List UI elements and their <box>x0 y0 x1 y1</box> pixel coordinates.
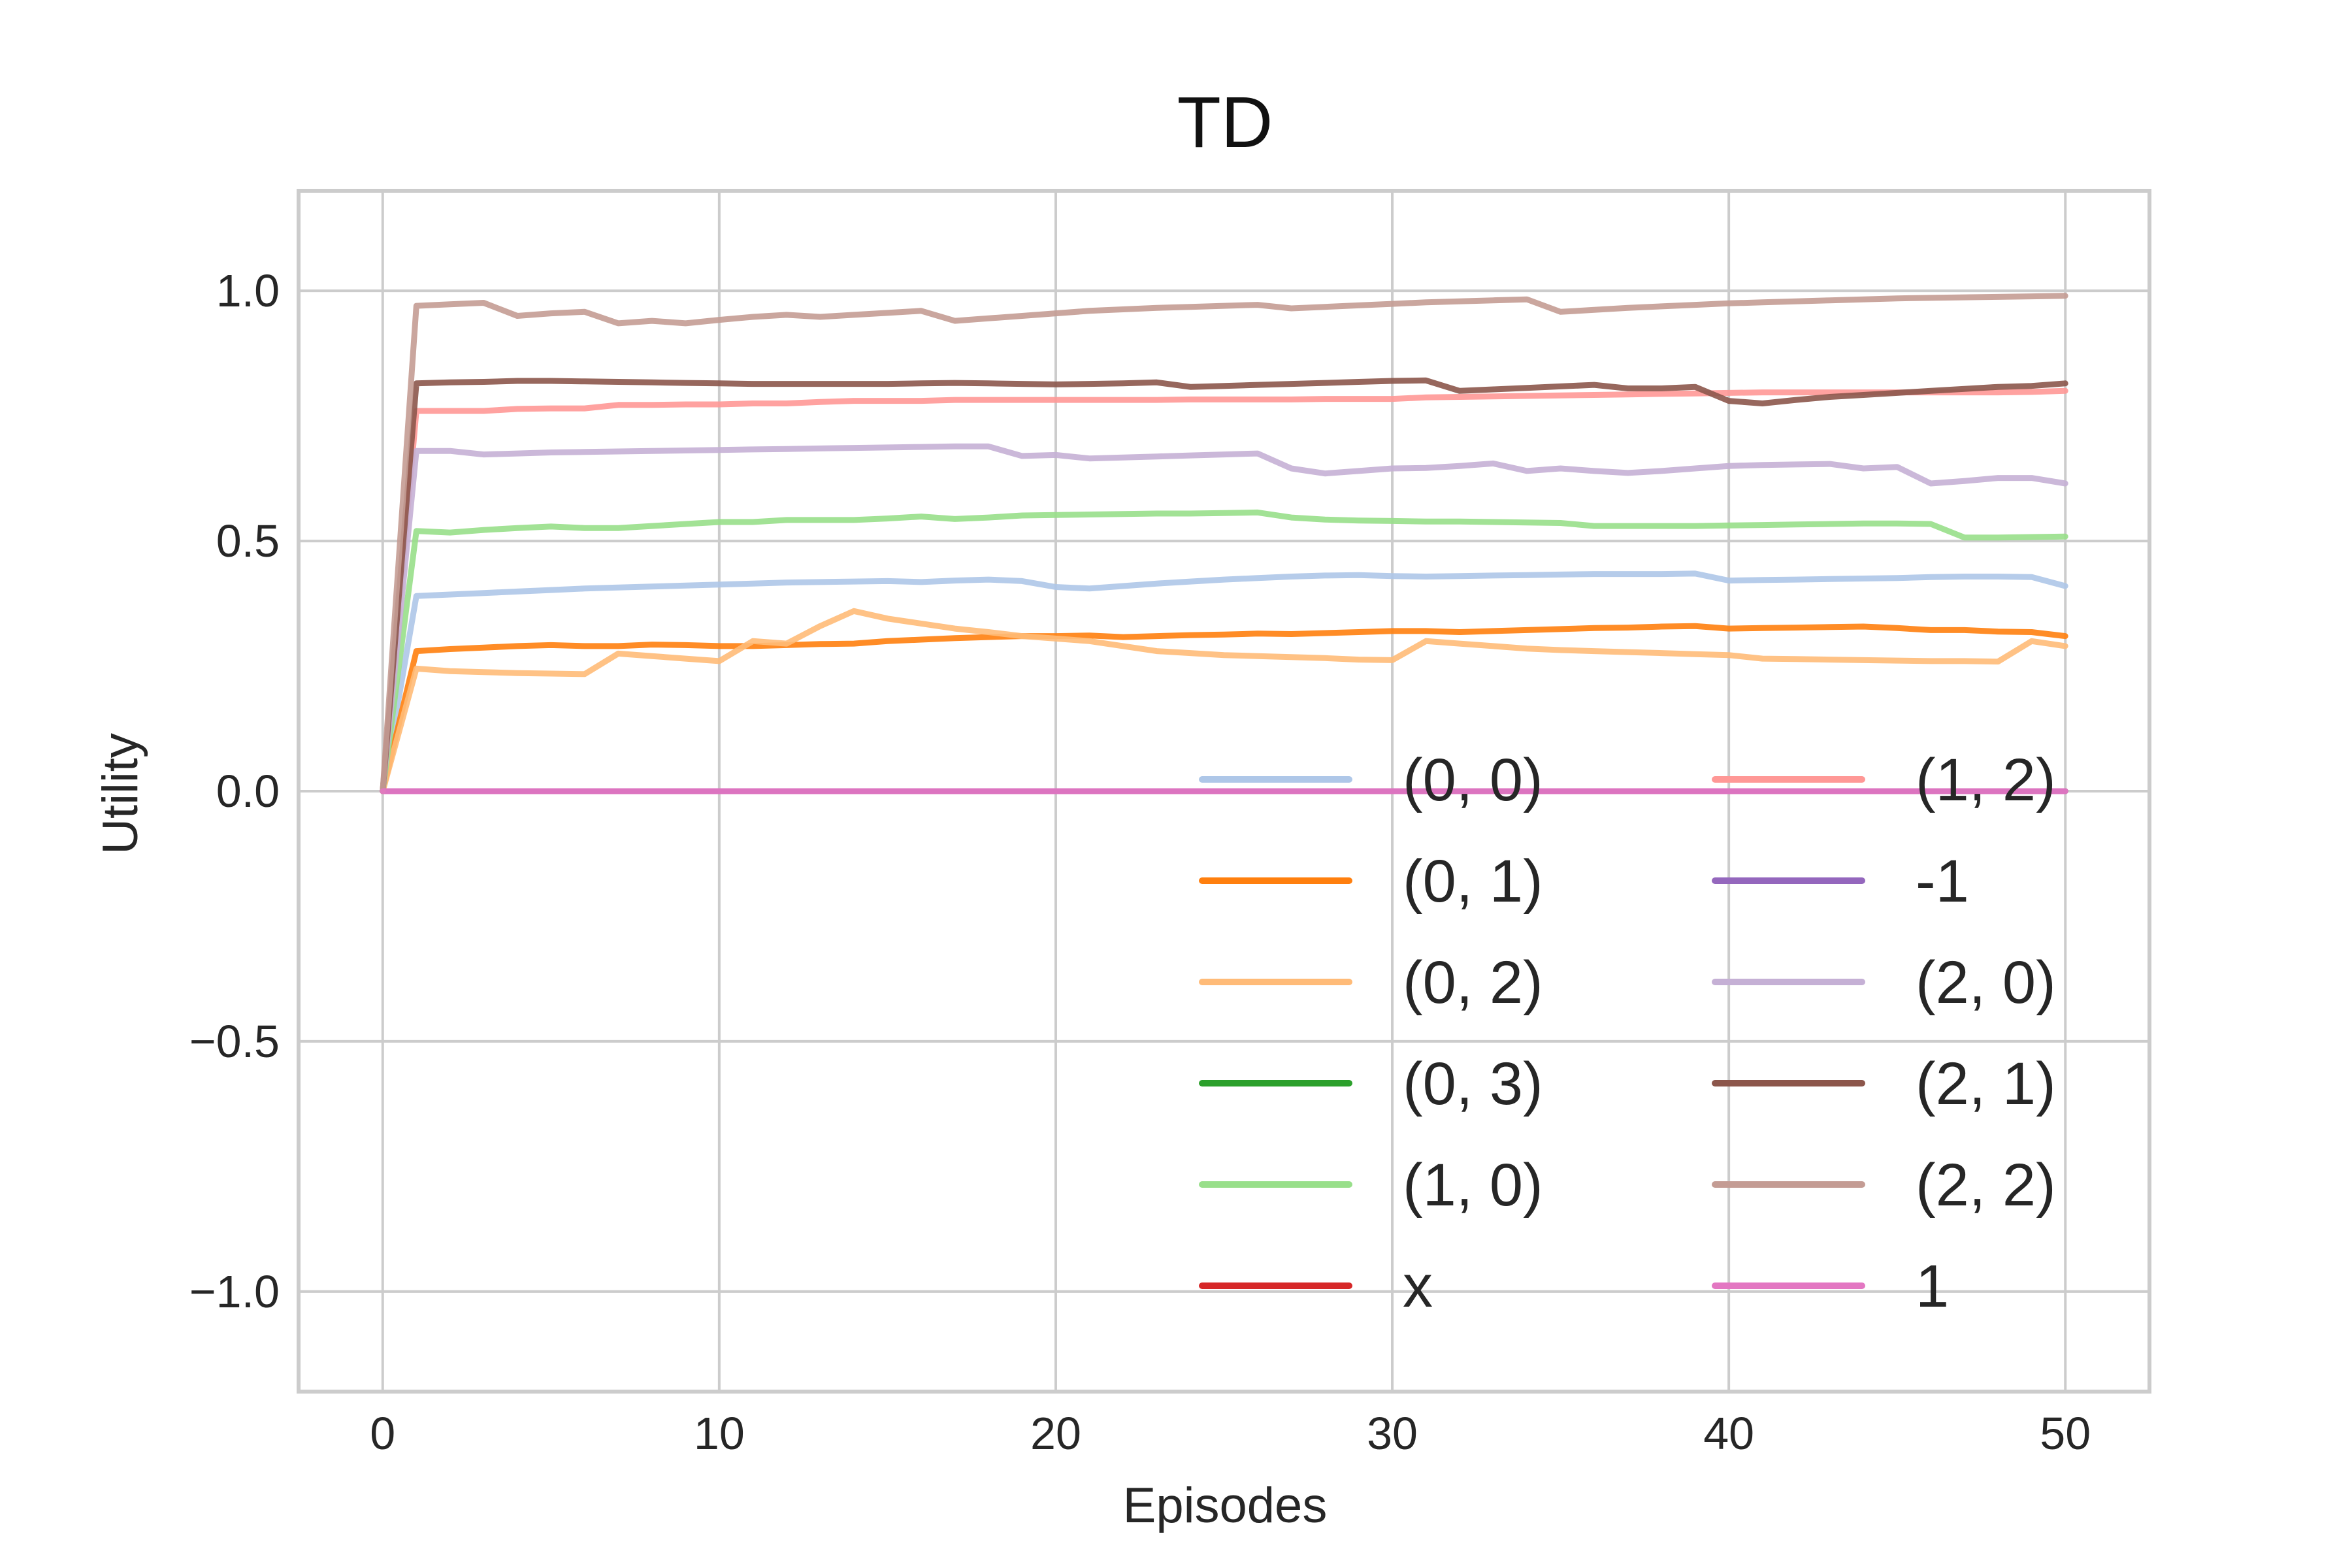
legend-label: (0, 3) <box>1403 1051 1543 1117</box>
series-lines <box>380 293 2068 794</box>
y-tick-label: 0.5 <box>216 515 280 566</box>
x-tick-label: 10 <box>694 1408 745 1459</box>
x-axis-label: Episodes <box>1123 1478 1328 1533</box>
legend: (0, 0) (0, 1) (0, 2) (0, 3) (1, 0) x (1, 2) -1 (… <box>1199 747 2056 1320</box>
series-line <box>380 509 2068 794</box>
y-axis-label: Utility <box>93 733 148 855</box>
legend-label: (0, 2) <box>1403 949 1543 1016</box>
plot-frame <box>297 189 2151 1394</box>
x-tick-label: 20 <box>1030 1408 1081 1459</box>
y-tick-label: 1.0 <box>216 265 280 316</box>
legend-label: 1 <box>1916 1253 1949 1320</box>
legend-label: (0, 1) <box>1403 848 1543 915</box>
y-tick-label: 0.0 <box>216 766 280 817</box>
x-tick-label: 50 <box>2040 1408 2091 1459</box>
series-line <box>380 387 2068 794</box>
series-line <box>380 570 2068 794</box>
legend-label: (2, 2) <box>1916 1152 2056 1218</box>
series-line <box>380 293 2068 794</box>
x-tick-label: 0 <box>370 1408 395 1459</box>
x-tick-labels: 0 10 20 30 40 50 <box>370 1408 2091 1459</box>
legend-label: -1 <box>1916 848 1969 915</box>
legend-label: (1, 0) <box>1403 1152 1543 1218</box>
series-line <box>380 608 2068 794</box>
series-line <box>380 377 2068 794</box>
legend-label: (2, 0) <box>1916 949 2056 1016</box>
x-tick-label: 40 <box>1703 1408 1754 1459</box>
x-tick-label: 30 <box>1367 1408 1418 1459</box>
y-tick-labels: 1.0 0.5 0.0 −0.5 −1.0 <box>189 265 280 1317</box>
legend-label: x <box>1403 1253 1433 1320</box>
series-line <box>380 623 2068 794</box>
series-line <box>380 443 2068 794</box>
legend-label: (0, 0) <box>1403 747 1543 813</box>
chart-title: TD <box>1177 82 1273 163</box>
y-tick-label: −1.0 <box>189 1266 280 1317</box>
legend-label: (1, 2) <box>1916 747 2056 813</box>
y-tick-label: −0.5 <box>189 1016 280 1067</box>
legend-label: (2, 1) <box>1916 1051 2056 1117</box>
